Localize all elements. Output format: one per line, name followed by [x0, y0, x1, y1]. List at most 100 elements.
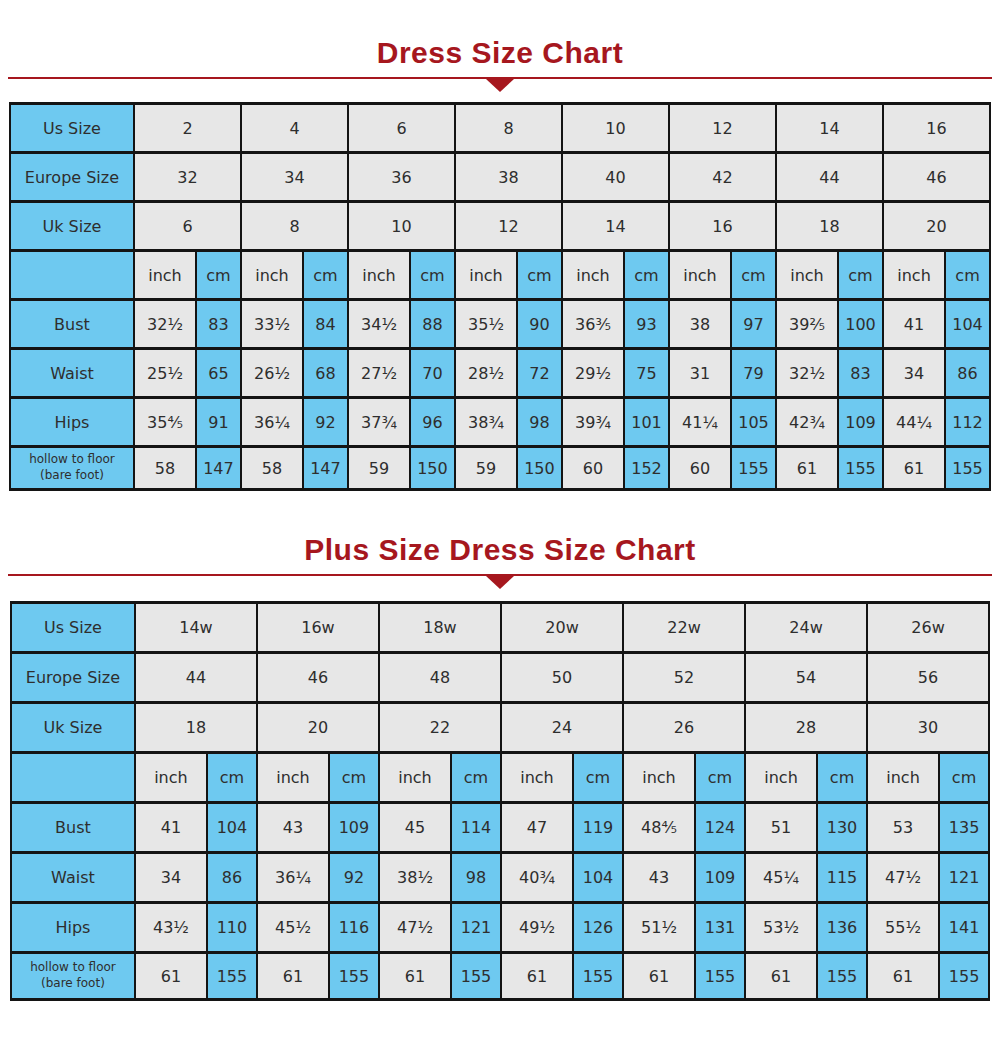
- size-cell: 28: [745, 703, 867, 753]
- measurement-cm-cell: 155: [939, 953, 989, 1000]
- measurement-cm-cell: 75: [624, 349, 669, 398]
- measurement-cm-cell: 147: [196, 447, 241, 490]
- size-cell: 22w: [623, 603, 745, 653]
- measurement-inch-cell: 43: [257, 803, 329, 853]
- size-cell: 18w: [379, 603, 501, 653]
- size-cell: 32: [134, 153, 241, 202]
- measurement-inch-cell: 61: [883, 447, 945, 490]
- size-cell: 50: [501, 653, 623, 703]
- size-cell: 46: [883, 153, 990, 202]
- down-arrow-icon: [486, 576, 514, 589]
- measurement-cm-cell: 141: [939, 903, 989, 953]
- measurement-cm-cell: 109: [329, 803, 379, 853]
- measurement-inch-cell: 29½: [562, 349, 624, 398]
- measurement-row: hollow to floor (bare foot)5814758147591…: [10, 447, 990, 490]
- measurement-inch-cell: 41¼: [669, 398, 731, 447]
- measurement-inch-cell: 42¾: [776, 398, 838, 447]
- measurement-cm-cell: 155: [329, 953, 379, 1000]
- unit-inch-cell: inch: [776, 251, 838, 300]
- measurement-inch-cell: 32½: [134, 300, 196, 349]
- size-cell: 26w: [867, 603, 989, 653]
- measurement-inch-cell: 53½: [745, 903, 817, 953]
- dress-size-chart-page: Dress Size Chart Us Size246810121416Euro…: [0, 0, 1000, 1042]
- unit-inch-cell: inch: [623, 753, 695, 803]
- measurement-cm-cell: 100: [838, 300, 883, 349]
- measurement-cm-cell: 109: [838, 398, 883, 447]
- size-row: Uk Size18202224262830: [11, 703, 989, 753]
- unit-cm-cell: cm: [207, 753, 257, 803]
- measurement-row: Hips35⅘9136¼9237¾9638¾9839¾10141¼10542¾1…: [10, 398, 990, 447]
- measurement-inch-cell: 39¾: [562, 398, 624, 447]
- measurement-inch-cell: 61: [776, 447, 838, 490]
- measurement-cm-cell: 121: [939, 853, 989, 903]
- row-label: Waist: [10, 349, 134, 398]
- unit-inch-cell: inch: [379, 753, 451, 803]
- unit-cm-cell: cm: [817, 753, 867, 803]
- measurement-cm-cell: 83: [196, 300, 241, 349]
- row-label: Us Size: [11, 603, 135, 653]
- measurement-inch-cell: 34: [135, 853, 207, 903]
- measurement-cm-cell: 79: [731, 349, 776, 398]
- unit-cm-cell: cm: [303, 251, 348, 300]
- measurement-cm-cell: 83: [838, 349, 883, 398]
- size-cell: 54: [745, 653, 867, 703]
- size-cell: 40: [562, 153, 669, 202]
- row-label: Uk Size: [11, 703, 135, 753]
- size-cell: 42: [669, 153, 776, 202]
- size-cell: 14: [776, 104, 883, 153]
- measurement-cm-cell: 65: [196, 349, 241, 398]
- size-cell: 48: [379, 653, 501, 703]
- unit-inch-cell: inch: [134, 251, 196, 300]
- unit-cm-cell: cm: [451, 753, 501, 803]
- measurement-cm-cell: 97: [731, 300, 776, 349]
- size-cell: 2: [134, 104, 241, 153]
- size-row: Uk Size68101214161820: [10, 202, 990, 251]
- measurement-cm-cell: 101: [624, 398, 669, 447]
- measurement-inch-cell: 28½: [455, 349, 517, 398]
- measurement-cm-cell: 68: [303, 349, 348, 398]
- measurement-inch-cell: 45½: [257, 903, 329, 953]
- size-cell: 44: [776, 153, 883, 202]
- size-cell: 44: [135, 653, 257, 703]
- measurement-inch-cell: 60: [669, 447, 731, 490]
- row-label: hollow to floor (bare foot): [11, 953, 135, 1000]
- size-cell: 24w: [745, 603, 867, 653]
- measurement-cm-cell: 72: [517, 349, 562, 398]
- row-label-empty: [11, 753, 135, 803]
- measurement-inch-cell: 61: [379, 953, 451, 1000]
- measurement-inch-cell: 47½: [867, 853, 939, 903]
- measurement-inch-cell: 59: [348, 447, 410, 490]
- measurement-inch-cell: 41: [883, 300, 945, 349]
- size-cell: 18: [776, 202, 883, 251]
- measurement-cm-cell: 109: [695, 853, 745, 903]
- row-label: Hips: [10, 398, 134, 447]
- measurement-cm-cell: 70: [410, 349, 455, 398]
- size-cell: 30: [867, 703, 989, 753]
- row-label: Bust: [10, 300, 134, 349]
- measurement-inch-cell: 43: [623, 853, 695, 903]
- measurement-inch-cell: 60: [562, 447, 624, 490]
- measurement-inch-cell: 45: [379, 803, 451, 853]
- title-underline: [8, 77, 992, 79]
- title-underline: [8, 574, 992, 576]
- measurement-row: Waist25½6526½6827½7028½7229½75317932½833…: [10, 349, 990, 398]
- size-cell: 56: [867, 653, 989, 703]
- row-label: Europe Size: [10, 153, 134, 202]
- measurement-cm-cell: 104: [207, 803, 257, 853]
- page-title: Dress Size Chart: [0, 36, 1000, 69]
- size-cell: 34: [241, 153, 348, 202]
- measurement-cm-cell: 136: [817, 903, 867, 953]
- size-cell: 16w: [257, 603, 379, 653]
- measurement-inch-cell: 58: [134, 447, 196, 490]
- unit-cm-cell: cm: [695, 753, 745, 803]
- measurement-inch-cell: 39⅖: [776, 300, 838, 349]
- measurement-cm-cell: 150: [517, 447, 562, 490]
- measurement-inch-cell: 51½: [623, 903, 695, 953]
- unit-inch-cell: inch: [257, 753, 329, 803]
- row-label: Europe Size: [11, 653, 135, 703]
- unit-cm-cell: cm: [517, 251, 562, 300]
- plus-size-title: Plus Size Dress Size Chart: [0, 533, 1000, 566]
- row-label: Uk Size: [10, 202, 134, 251]
- size-cell: 14w: [135, 603, 257, 653]
- measurement-row: Waist348636¼9238½9840¾1044310945¼11547½1…: [11, 853, 989, 903]
